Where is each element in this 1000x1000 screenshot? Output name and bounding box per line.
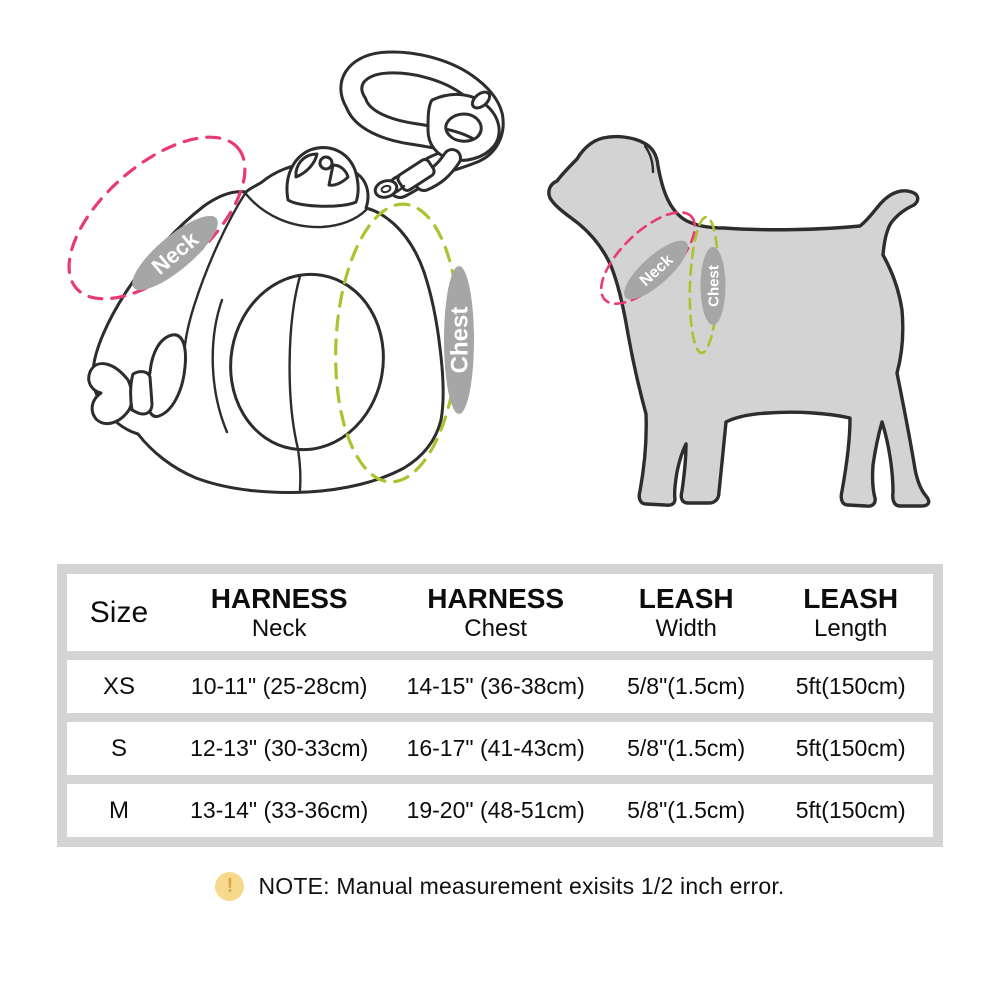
table-row-m: M 13-14" (33-36cm) 19-20" (48-51cm) 5/8"… bbox=[67, 784, 933, 837]
cell-harness-neck: 10-11" (25-28cm) bbox=[190, 673, 368, 699]
header-sub: Chest bbox=[464, 614, 527, 642]
measurement-note: ! NOTE: Manual measurement exisits 1/2 i… bbox=[0, 872, 1000, 901]
cell-leash-length: 5ft(150cm) bbox=[795, 735, 906, 761]
dog-chest-label: Chest bbox=[706, 265, 723, 307]
cell-harness-chest: 19-20" (48-51cm) bbox=[406, 797, 585, 823]
table-header-row: Size HARNESS Neck HARNESS Chest LEASH Wi… bbox=[67, 574, 933, 651]
exclamation-icon: ! bbox=[215, 872, 245, 901]
note-text: NOTE: Manual measurement exisits 1/2 inc… bbox=[258, 873, 785, 899]
dog-silhouette bbox=[547, 134, 931, 508]
header-sub: Width bbox=[655, 614, 717, 642]
cell-leash-width: 5/8"(1.5cm) bbox=[627, 673, 746, 699]
header-leash-width: LEASH Width bbox=[604, 583, 769, 643]
measurement-diagrams: Neck Chest Neck Chest bbox=[67, 50, 931, 508]
harness-handle bbox=[285, 146, 360, 208]
cell-leash-length: 5ft(150cm) bbox=[795, 797, 906, 823]
cell-leash-width: 5/8"(1.5cm) bbox=[627, 735, 746, 761]
dog-diagram: Neck Chest bbox=[547, 134, 931, 508]
leash-tab bbox=[470, 90, 492, 110]
header-sub: Length bbox=[814, 614, 888, 642]
harness-armhole bbox=[229, 272, 385, 452]
harness-chest-label: Chest bbox=[447, 307, 474, 374]
header-title: LEASH bbox=[638, 582, 734, 614]
table-row-s: S 12-13" (30-33cm) 16-17" (41-43cm) 5/8"… bbox=[67, 722, 933, 775]
leash-drawing bbox=[339, 50, 505, 199]
cell-harness-neck: 13-14" (33-36cm) bbox=[190, 797, 369, 823]
dog-neck-pill: Neck bbox=[624, 240, 688, 300]
header-title: LEASH bbox=[803, 582, 899, 614]
cell-leash-length: 5ft(150cm) bbox=[795, 673, 906, 699]
header-harness-neck: HARNESS Neck bbox=[171, 583, 388, 643]
header-leash-length: LEASH Length bbox=[768, 583, 933, 643]
header-harness-chest: HARNESS Chest bbox=[387, 583, 604, 643]
cell-harness-neck: 12-13" (30-33cm) bbox=[190, 735, 369, 761]
dog-chest-pill: Chest bbox=[700, 247, 726, 325]
cell-leash-width: 5/8"(1.5cm) bbox=[627, 797, 746, 823]
header-title: HARNESS bbox=[210, 582, 348, 614]
leash-clasp bbox=[373, 158, 436, 199]
cell-size: S bbox=[110, 734, 127, 762]
bow-accessory bbox=[87, 333, 187, 426]
harness-line-art: Neck Chest bbox=[67, 50, 505, 494]
table-row-xs: XS 10-11" (25-28cm) 14-15" (36-38cm) 5/8… bbox=[67, 660, 933, 713]
cell-harness-chest: 14-15" (36-38cm) bbox=[406, 673, 585, 699]
harness-chest-pill: Chest bbox=[444, 266, 474, 414]
header-title: HARNESS bbox=[427, 582, 565, 614]
header-size: Size bbox=[67, 596, 171, 630]
header-sub: Neck bbox=[251, 614, 307, 642]
header-size-label: Size bbox=[89, 595, 149, 629]
size-table: Size HARNESS Neck HARNESS Chest LEASH Wi… bbox=[57, 564, 943, 847]
cell-size: M bbox=[108, 796, 129, 824]
cell-size: XS bbox=[102, 672, 135, 700]
cell-harness-chest: 16-17" (41-43cm) bbox=[406, 735, 585, 761]
